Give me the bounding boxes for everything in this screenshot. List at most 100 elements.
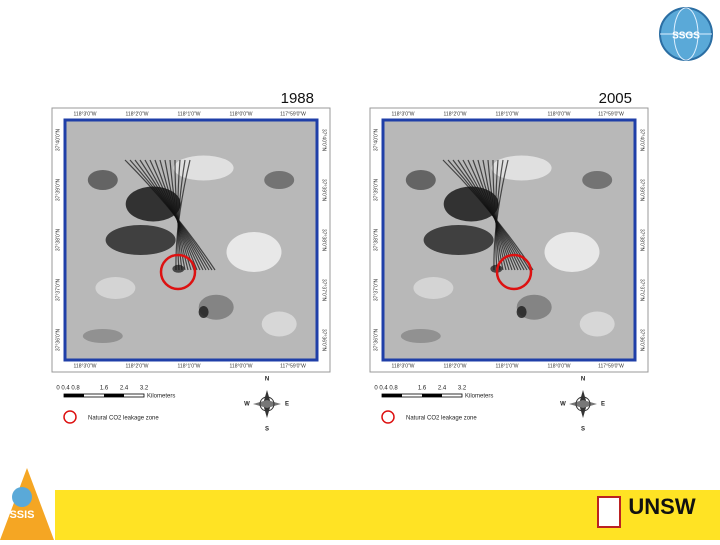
lon-label: 118°0'0"W — [548, 363, 571, 369]
lat-label: 37°38'0"N — [373, 228, 379, 251]
legend-symbol — [63, 410, 77, 424]
lon-label: 117°59'0"W — [598, 363, 624, 369]
terrain — [516, 306, 527, 318]
terrain — [405, 170, 436, 190]
lat-label: 37°38'0"N — [639, 229, 645, 252]
lat-label: 37°36'0"N — [321, 329, 327, 352]
scale-unit: Kilometers — [465, 394, 493, 400]
lat-label: 37°36'0"N — [55, 328, 61, 351]
scale-unit: Kilometers — [147, 394, 175, 400]
logo-text: SSGS — [672, 31, 700, 42]
lon-label: 118°0'0"W — [548, 111, 571, 117]
terrain — [579, 311, 615, 337]
lat-label: 37°40'0"N — [321, 129, 327, 152]
terrain — [400, 329, 441, 343]
scale-label: 2.4 — [438, 386, 447, 392]
compass-label: N — [581, 377, 585, 383]
year-label: 2005 — [599, 90, 632, 107]
compass-label: E — [285, 402, 289, 408]
terrain — [95, 277, 136, 299]
compass-label: W — [244, 402, 250, 408]
lat-label: 37°36'0"N — [639, 329, 645, 352]
lat-label: 37°37'0"N — [373, 278, 379, 301]
terrain — [125, 186, 181, 222]
lon-label: 118°2'0"W — [126, 363, 149, 369]
terrain — [413, 277, 454, 299]
scale-bar — [104, 394, 124, 397]
lat-label: 37°37'0"N — [321, 279, 327, 302]
ssis-text: SSIS — [9, 509, 34, 521]
scale-label: 3.2 — [458, 386, 467, 392]
compass-label: W — [560, 402, 566, 408]
lat-label: 37°37'0"N — [55, 278, 61, 301]
lon-label: 118°1'0"W — [496, 111, 519, 117]
lat-label: 37°38'0"N — [321, 229, 327, 252]
legend-symbol — [381, 410, 395, 424]
lon-label: 118°0'0"W — [230, 363, 253, 369]
unsw-crest — [597, 496, 621, 528]
terrain — [423, 225, 494, 255]
scale-label: 1.6 — [418, 386, 427, 392]
scale-label: 0 0.4 0.8 — [56, 386, 80, 392]
compass — [569, 400, 597, 408]
terrain — [264, 171, 295, 189]
track — [175, 159, 191, 271]
lat-label: 37°40'0"N — [55, 128, 61, 151]
legend-label: Natural CO2 leakage zone — [406, 416, 477, 422]
lat-label: 37°39'0"N — [639, 179, 645, 202]
compass-label: S — [265, 427, 269, 433]
lon-label: 117°59'0"W — [280, 363, 306, 369]
scale-bar — [382, 394, 402, 397]
compass — [259, 396, 275, 412]
terrain — [582, 171, 613, 189]
lon-label: 117°59'0"W — [280, 111, 306, 117]
terrain — [491, 155, 552, 181]
lon-label: 118°1'0"W — [178, 111, 201, 117]
compass — [575, 396, 591, 412]
lat-label: 37°39'0"N — [373, 178, 379, 201]
compass-label: E — [601, 402, 605, 408]
leak-zone-circle — [495, 253, 533, 291]
legend-label: Natural CO2 leakage zone — [88, 416, 159, 422]
scale-label: 3.2 — [140, 386, 149, 392]
lon-label: 118°3'0"W — [74, 111, 97, 117]
lat-label: 37°36'0"N — [373, 328, 379, 351]
terrain — [226, 232, 282, 272]
scale-bar — [64, 394, 84, 397]
lon-label: 117°59'0"W — [598, 111, 624, 117]
lat-label: 37°39'0"N — [321, 179, 327, 202]
lon-label: 118°1'0"W — [178, 363, 201, 369]
lon-label: 118°1'0"W — [496, 363, 519, 369]
terrain — [82, 329, 123, 343]
lon-label: 118°3'0"W — [392, 111, 415, 117]
compass-label: N — [265, 377, 269, 383]
leak-zone-circle — [159, 253, 197, 291]
unsw-text: UNSW — [628, 494, 695, 519]
terrain — [198, 306, 209, 318]
terrain — [261, 311, 297, 337]
terrain — [105, 225, 176, 255]
year-label: 1988 — [281, 90, 314, 107]
ssis-globe — [12, 487, 32, 507]
lat-label: 37°40'0"N — [373, 128, 379, 151]
lat-label: 37°38'0"N — [55, 228, 61, 251]
scale-label: 0 0.4 0.8 — [374, 386, 398, 392]
lon-label: 118°3'0"W — [74, 363, 97, 369]
terrain — [544, 232, 600, 272]
scale-label: 2.4 — [120, 386, 129, 392]
lon-label: 118°2'0"W — [444, 363, 467, 369]
lon-label: 118°0'0"W — [230, 111, 253, 117]
lon-label: 118°3'0"W — [392, 363, 415, 369]
lat-label: 37°37'0"N — [639, 279, 645, 302]
terrain — [173, 155, 234, 181]
scale-bar — [422, 394, 442, 397]
lon-label: 118°2'0"W — [444, 111, 467, 117]
terrain — [87, 170, 118, 190]
lat-label: 37°40'0"N — [639, 129, 645, 152]
compass-label: S — [581, 427, 585, 433]
track — [493, 159, 509, 271]
scale-label: 1.6 — [100, 386, 109, 392]
terrain — [443, 186, 499, 222]
lat-label: 37°39'0"N — [55, 178, 61, 201]
